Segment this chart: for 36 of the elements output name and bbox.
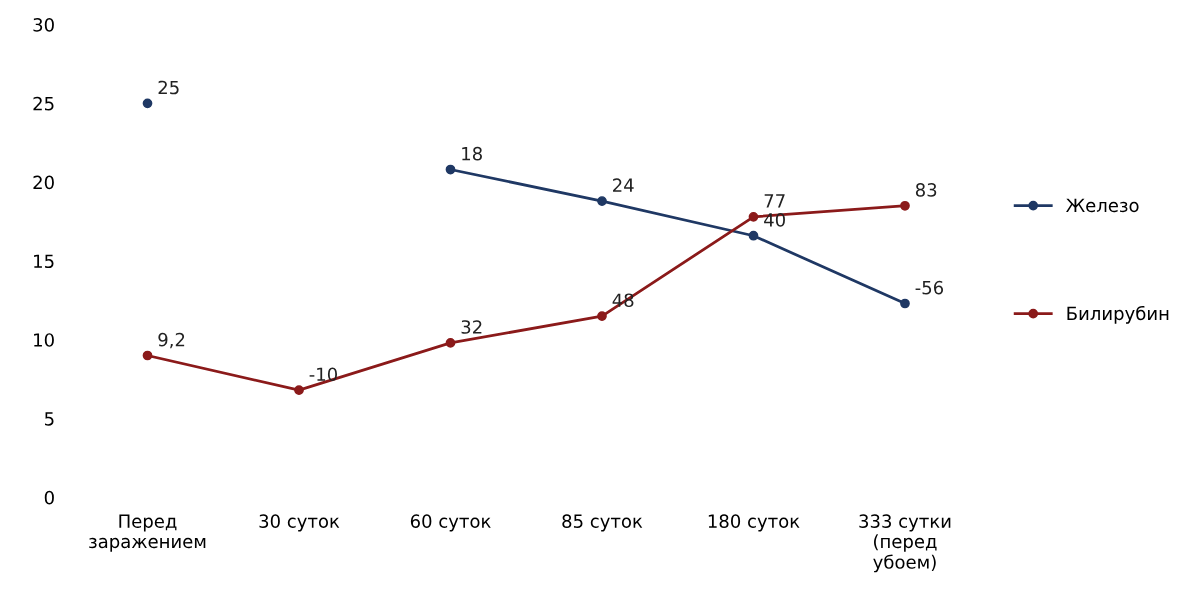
y-tick-label: 10 <box>34 333 54 347</box>
y-tick-label: 30 <box>33 18 54 32</box>
y-tick-label: 20 <box>33 175 54 190</box>
annotation: -56 <box>915 280 944 295</box>
point <box>294 385 304 396</box>
annotation: 32 <box>461 320 482 334</box>
annotation: 40 <box>764 213 785 227</box>
legend-label: Железо <box>1066 198 1139 213</box>
y-tick-label: 5 <box>45 412 54 426</box>
x-tick-label: 333 сутки (перед убоем) <box>859 514 951 573</box>
x-tick-label: Перед заражением <box>89 514 206 552</box>
point <box>142 98 153 109</box>
point <box>445 164 456 175</box>
y-tick-label: 0 <box>44 490 54 505</box>
point <box>597 311 607 321</box>
legend-label: Билирубин <box>1067 305 1169 324</box>
annotation: 9,2 <box>158 332 185 349</box>
x-tick-label: 85 суток <box>562 514 643 532</box>
annotation: 24 <box>613 178 634 192</box>
point <box>445 338 456 348</box>
x-tick-label: 180 суток <box>708 514 800 532</box>
annotation: -10 <box>309 367 338 382</box>
x-tick-label: 30 суток <box>259 514 340 532</box>
point <box>900 200 910 211</box>
point <box>748 230 759 241</box>
point <box>597 196 607 206</box>
annotation: 77 <box>764 194 785 208</box>
x-tick-label: 60 суток <box>410 514 491 532</box>
annotation: 83 <box>915 183 937 197</box>
point <box>900 298 910 309</box>
point <box>748 211 759 222</box>
annotation: 18 <box>462 146 482 161</box>
point <box>142 350 153 361</box>
y-tick-label: 15 <box>34 254 54 269</box>
annotation: 25 <box>158 80 179 95</box>
y-tick-label: 25 <box>33 96 54 111</box>
